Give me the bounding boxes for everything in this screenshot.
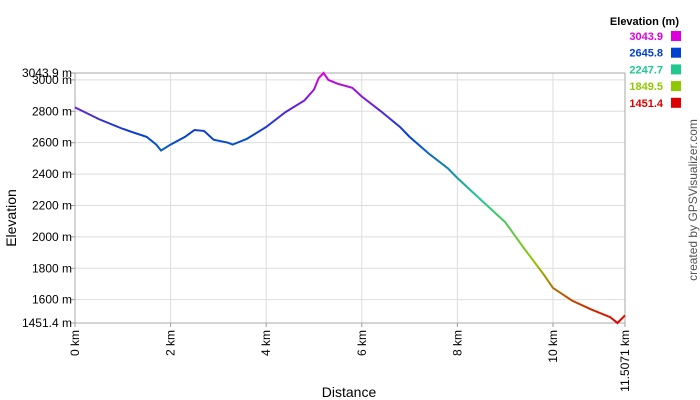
y-tick-label: 2200 m: [32, 198, 72, 212]
legend-swatch: [671, 97, 681, 108]
x-tick-label: 8 km: [450, 330, 464, 356]
y-tick-label: 1800 m: [32, 261, 72, 275]
x-tick-label: 6 km: [355, 330, 369, 356]
legend-label: 3043.9: [629, 31, 663, 43]
legend-label: 1849.5: [629, 81, 663, 93]
legend-label: 1451.4: [629, 98, 664, 110]
elevation-line: [74, 71, 626, 325]
x-tick-label: 10 km: [546, 330, 560, 363]
y-tick-label: 3043.9 m: [22, 66, 72, 80]
y-tick-label: 2000 m: [32, 230, 72, 244]
y-tick-label: 2400 m: [32, 167, 72, 181]
credit: created by GPSVisualizer.com: [686, 119, 700, 281]
legend-label: 2645.8: [629, 48, 663, 60]
plot-border: [74, 72, 626, 324]
legend-swatch: [671, 64, 681, 75]
y-axis-label: Elevation: [3, 189, 19, 247]
x-axis-label: Distance: [322, 384, 377, 400]
x-tick-label: 11.5071 km: [618, 330, 632, 392]
legend-swatch: [671, 81, 681, 92]
y-tick-label: 2600 m: [32, 136, 72, 150]
legend-swatch: [671, 47, 681, 58]
legend-swatch: [671, 31, 681, 41]
x-tick-label: 0 km: [68, 330, 82, 356]
x-tick-label: 2 km: [164, 330, 178, 356]
y-tick-label: 2800 m: [32, 104, 72, 118]
y-tick-label: 1451.4 m: [22, 316, 72, 330]
y-tick-label: 3000 m: [32, 73, 72, 87]
x-tick-label: 4 km: [259, 330, 273, 356]
legend-title: Elevation (m): [610, 16, 679, 28]
legend-label: 2247.7: [629, 64, 663, 76]
y-tick-label: 1600 m: [32, 293, 72, 307]
